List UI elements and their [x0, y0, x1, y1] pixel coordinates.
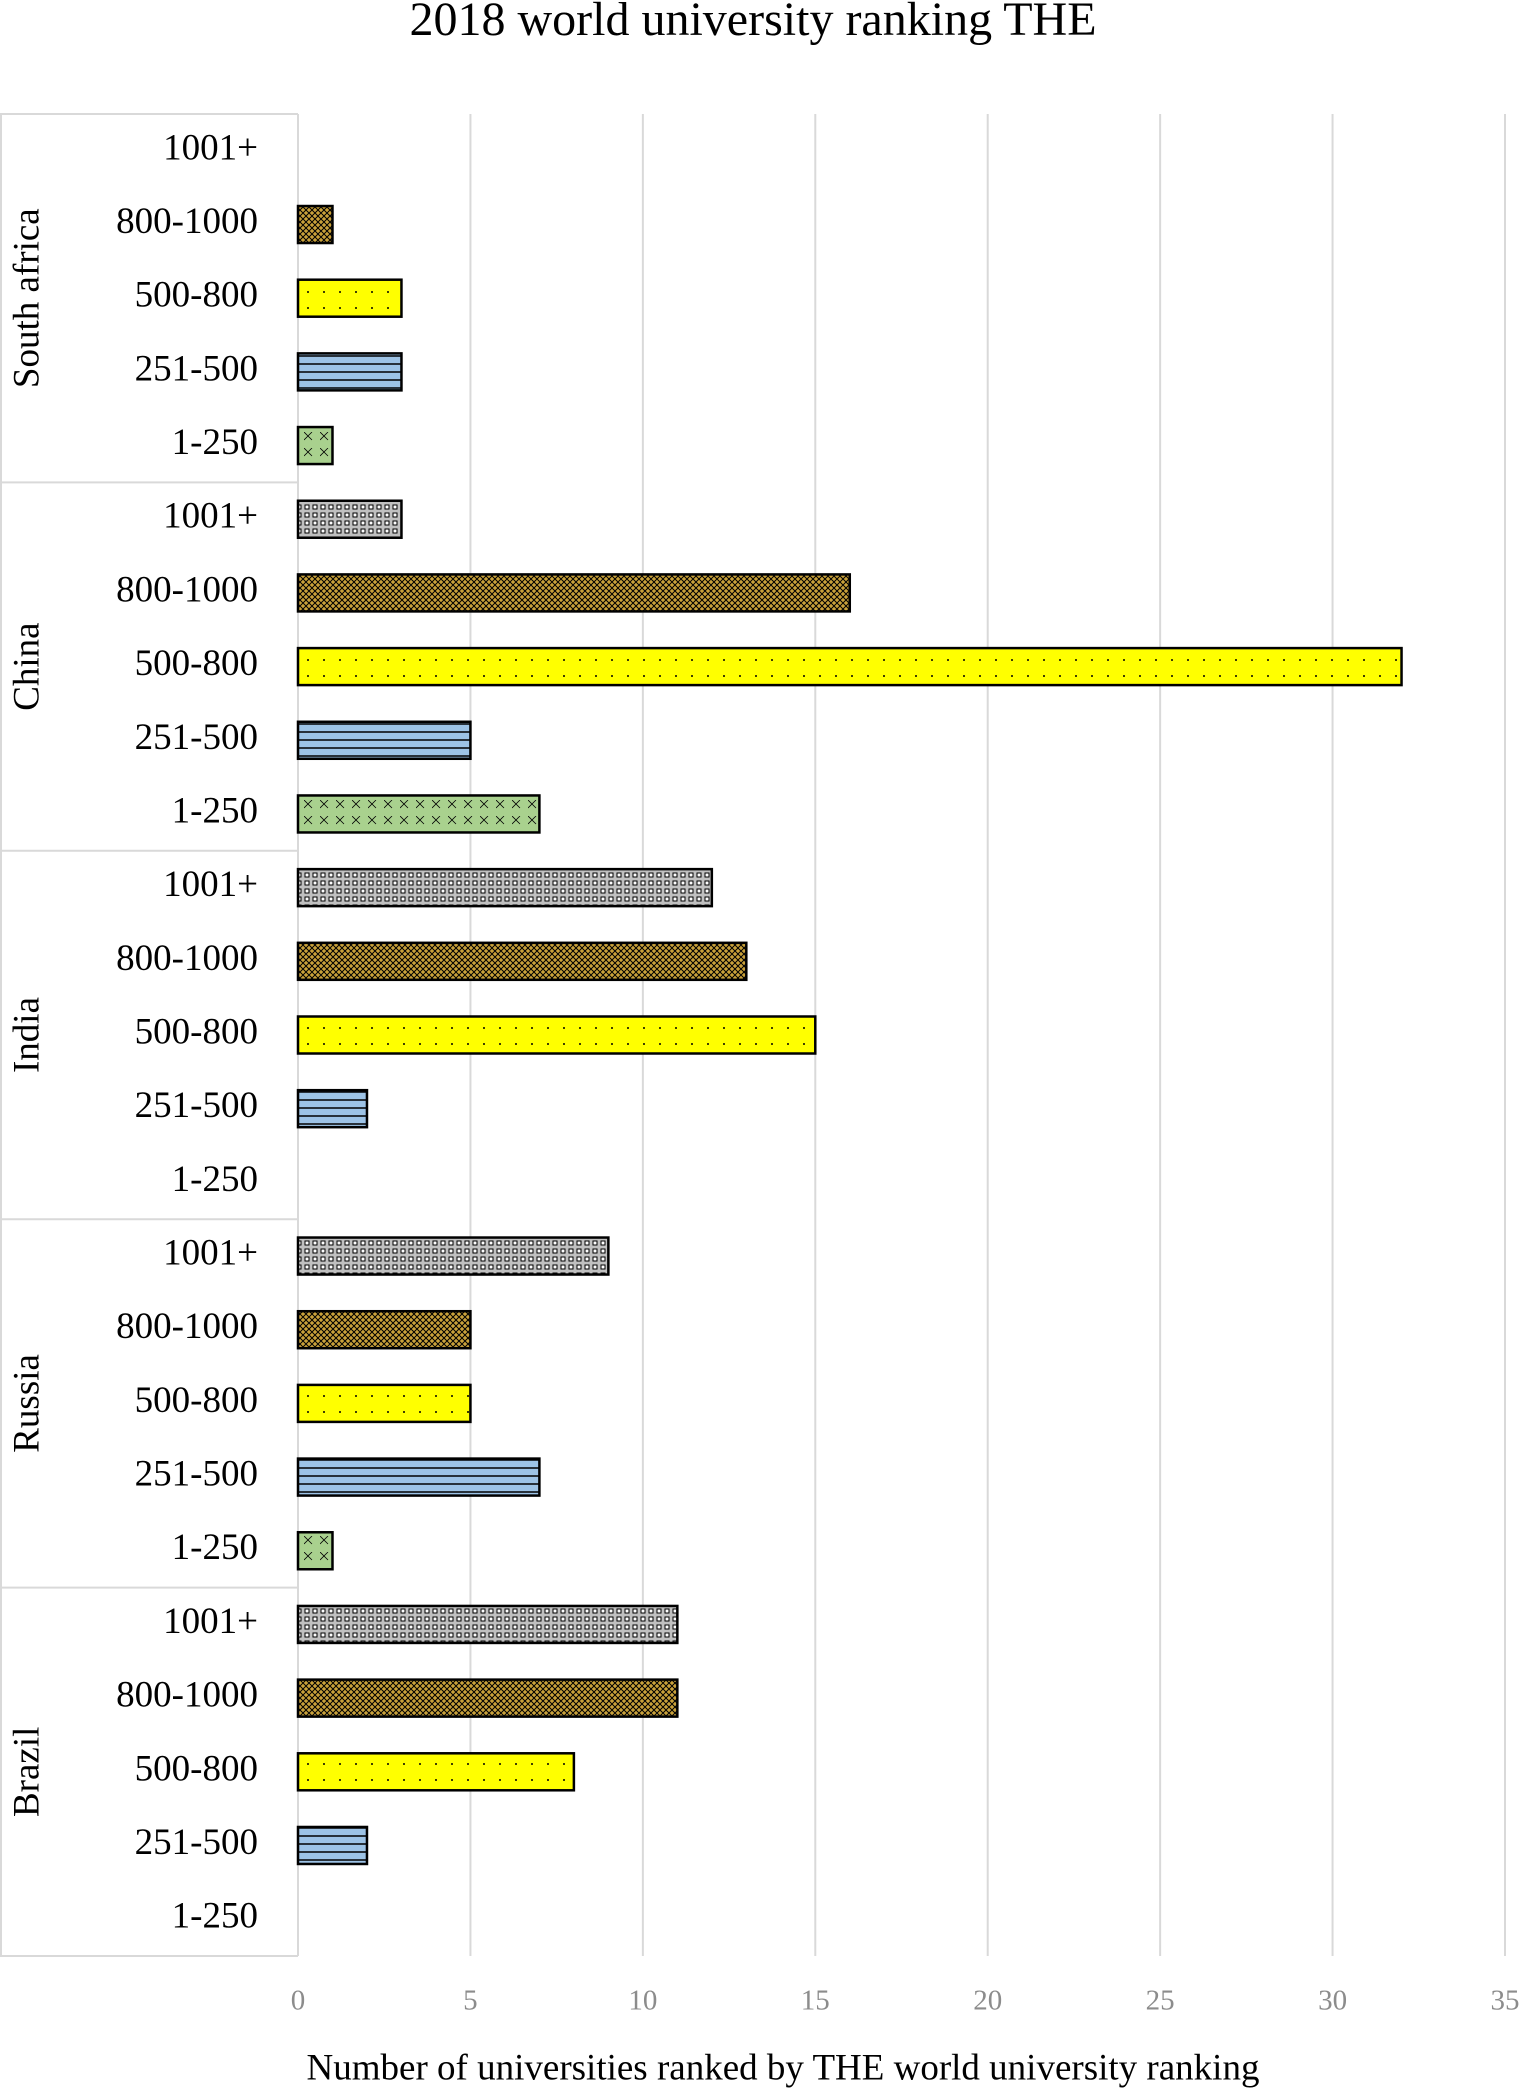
x-tick-label: 35: [1491, 1985, 1520, 2017]
category-label: 800-1000: [116, 938, 258, 979]
bar: [296, 794, 541, 834]
bar: [296, 1309, 472, 1350]
bar: [296, 352, 403, 392]
category-label: 251-500: [135, 348, 258, 389]
bar: [296, 646, 1403, 687]
group-label: Russia: [6, 1354, 47, 1453]
chart-title: 2018 world university ranking THE: [409, 0, 1096, 46]
group-label: India: [6, 997, 47, 1073]
category-label: 800-1000: [116, 1306, 258, 1347]
bar: [296, 1383, 472, 1424]
category-label: 1-250: [172, 1527, 258, 1568]
x-tick-label: 5: [463, 1985, 478, 2017]
bar: [296, 941, 748, 982]
category-label: 1001+: [163, 127, 258, 168]
category-label: 1-250: [172, 1896, 258, 1937]
bar: [296, 720, 472, 761]
bar: [296, 1678, 679, 1718]
category-label: 1-250: [172, 422, 258, 463]
x-tick-label: 25: [1146, 1985, 1175, 2017]
category-label: 251-500: [135, 1454, 258, 1495]
category-label: 1001+: [163, 864, 258, 905]
category-label: 1-250: [172, 790, 258, 831]
x-tick-label: 0: [291, 1985, 306, 2017]
category-label: 500-800: [135, 1380, 258, 1421]
bar: [296, 1236, 610, 1276]
category-label: 1-250: [172, 1159, 258, 1200]
category-label: 1001+: [163, 1601, 258, 1642]
x-axis-label: Number of universities ranked by THE wor…: [307, 2047, 1260, 2088]
bar: [296, 867, 714, 908]
bar: [296, 1015, 817, 1055]
x-tick-label: 20: [973, 1985, 1002, 2017]
bar: [296, 1457, 541, 1497]
x-tick-label: 15: [801, 1985, 830, 2017]
category-label: 251-500: [135, 1085, 258, 1126]
category-label: 500-800: [135, 643, 258, 684]
x-tick-label: 30: [1318, 1985, 1347, 2017]
bar: [296, 573, 852, 613]
category-label: 500-800: [135, 275, 258, 316]
bar: [296, 425, 334, 466]
x-tick-label: 10: [628, 1985, 657, 2017]
bar: [296, 204, 334, 245]
group-label: China: [6, 622, 47, 710]
category-label: 1001+: [163, 1233, 258, 1274]
category-label: 500-800: [135, 1011, 258, 1052]
category-label: 800-1000: [116, 569, 258, 610]
bar: [296, 1531, 334, 1571]
bar: [296, 1088, 369, 1129]
bar: [296, 1752, 576, 1792]
group-label: Brazil: [6, 1727, 47, 1817]
category-label: 500-800: [135, 1748, 258, 1789]
bar: [296, 499, 403, 539]
bar: [296, 1604, 679, 1645]
bar: [296, 1825, 369, 1866]
category-label: 800-1000: [116, 201, 258, 242]
group-label: South africa: [6, 208, 47, 388]
category-label: 1001+: [163, 496, 258, 537]
category-label: 251-500: [135, 1822, 258, 1863]
category-label: 800-1000: [116, 1675, 258, 1716]
bar: [296, 278, 403, 318]
category-label: 251-500: [135, 717, 258, 758]
